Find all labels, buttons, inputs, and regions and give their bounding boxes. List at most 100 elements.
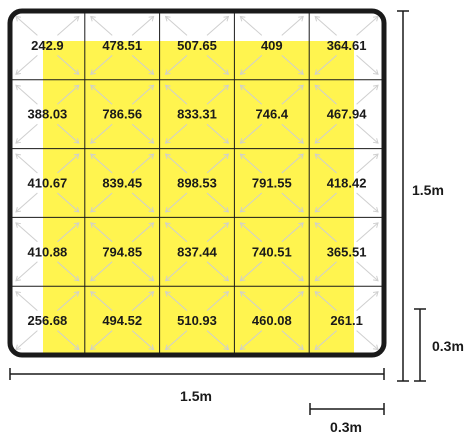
direction-arrow (240, 291, 263, 311)
grid-cell-value: 388.03 (28, 107, 68, 122)
room-height-label: 1.5m (412, 182, 444, 198)
direction-arrow (165, 123, 188, 144)
cell-height-label: 0.3m (432, 338, 464, 354)
direction-arrow-head (314, 291, 321, 297)
direction-arrow (206, 84, 229, 105)
direction-arrow (356, 16, 379, 36)
illuminated-area-fill (43, 41, 354, 354)
direction-arrow (356, 55, 379, 75)
direction-arrow-head (314, 15, 321, 22)
room-width-dimension: 1.5m (9, 368, 385, 404)
direction-arrow-head (164, 153, 171, 160)
direction-arrow-head (90, 69, 96, 75)
direction-arrow-head (239, 206, 246, 213)
direction-arrow (206, 222, 229, 243)
direction-arrow-head (148, 275, 155, 282)
cell-values: 242.9 478.51 507.65 409 364.61 388.03 786.56 83… (28, 38, 368, 328)
direction-arrow (240, 330, 263, 350)
direction-arrow (90, 123, 113, 144)
direction-arrow (131, 123, 154, 144)
direction-arrow-head (372, 222, 379, 228)
direction-arrow-head (298, 84, 304, 91)
direction-arrow (90, 16, 113, 36)
grid-cell-value: 478.51 (102, 38, 142, 53)
direction-arrow (281, 291, 304, 311)
direction-arrow-head (239, 222, 246, 228)
grid-cell-value: 507.65 (177, 38, 217, 53)
direction-arrow-head (298, 206, 304, 213)
grid-cell-value: 833.31 (177, 107, 217, 122)
direction-arrow-head (298, 291, 304, 297)
grid-cell-value: 746.4 (256, 107, 289, 122)
direction-arrow (281, 261, 304, 282)
direction-arrow (57, 222, 80, 243)
direction-arrow (90, 153, 113, 174)
direction-arrow (314, 16, 337, 36)
direction-arrow-head (148, 153, 155, 160)
direction-arrow (314, 222, 337, 243)
grid-cell-value: 740.51 (252, 244, 292, 259)
direction-arrow-head (148, 222, 155, 228)
direction-arrow-head (223, 291, 230, 297)
direction-arrow-head (15, 138, 22, 144)
direction-arrow (281, 222, 304, 243)
direction-arrow-head (372, 84, 379, 91)
direction-arrow-head (73, 291, 80, 297)
direction-arrow-head (15, 344, 22, 351)
direction-arrow-head (298, 15, 304, 22)
direction-arrow (314, 261, 337, 282)
direction-arrow (281, 330, 304, 350)
direction-arrow-head (372, 275, 379, 282)
direction-arrow (131, 153, 154, 174)
direction-arrow (165, 291, 188, 311)
direction-arrow-head (90, 138, 96, 144)
direction-arrow-head (73, 84, 80, 91)
direction-arrow-head (372, 291, 379, 297)
grid-cell-value: 410.67 (28, 176, 68, 191)
direction-arrow (131, 261, 154, 282)
direction-arrow (356, 192, 379, 213)
direction-arrow-head (90, 153, 96, 160)
direction-arrow-head (223, 275, 230, 282)
direction-arrow-head (73, 275, 80, 282)
direction-arrow (131, 291, 154, 311)
grid-cell-value: 510.93 (177, 313, 217, 328)
direction-arrow (281, 84, 304, 105)
direction-arrow (15, 222, 38, 243)
direction-arrow (57, 192, 80, 213)
direction-arrow (356, 153, 379, 174)
direction-arrow (15, 16, 38, 36)
direction-arrow-head (73, 222, 80, 228)
direction-arrow-head (298, 138, 304, 144)
direction-arrow-head (90, 291, 96, 297)
direction-arrow-head (223, 153, 230, 160)
grid-cell-value: 261.1 (330, 313, 363, 328)
direction-arrow (314, 153, 337, 174)
direction-arrow (90, 84, 113, 105)
direction-arrow-head (298, 344, 304, 351)
grid-cell-value: 256.68 (28, 313, 68, 328)
direction-arrow-head (164, 206, 171, 213)
direction-arrow (131, 330, 154, 350)
grid-cell-value: 409 (261, 38, 283, 53)
direction-arrow-head (164, 344, 171, 351)
direction-arrow (281, 192, 304, 213)
direction-arrow-head (298, 153, 304, 160)
room-height-dimension: 1.5m (397, 10, 444, 382)
direction-arrow (240, 222, 263, 243)
direction-arrow (165, 84, 188, 105)
direction-arrow-head (90, 344, 96, 351)
direction-arrow (356, 84, 379, 105)
grid-cell-value: 494.52 (102, 313, 142, 328)
direction-arrow-head (223, 138, 230, 144)
direction-arrow (131, 16, 154, 36)
direction-arrow (240, 261, 263, 282)
direction-arrow (165, 192, 188, 213)
direction-arrow-head (164, 138, 171, 144)
direction-arrow (57, 84, 80, 105)
direction-arrow-head (314, 206, 321, 213)
direction-arrow-head (90, 84, 96, 91)
room-width-label: 1.5m (180, 388, 212, 404)
direction-arrow (90, 330, 113, 350)
